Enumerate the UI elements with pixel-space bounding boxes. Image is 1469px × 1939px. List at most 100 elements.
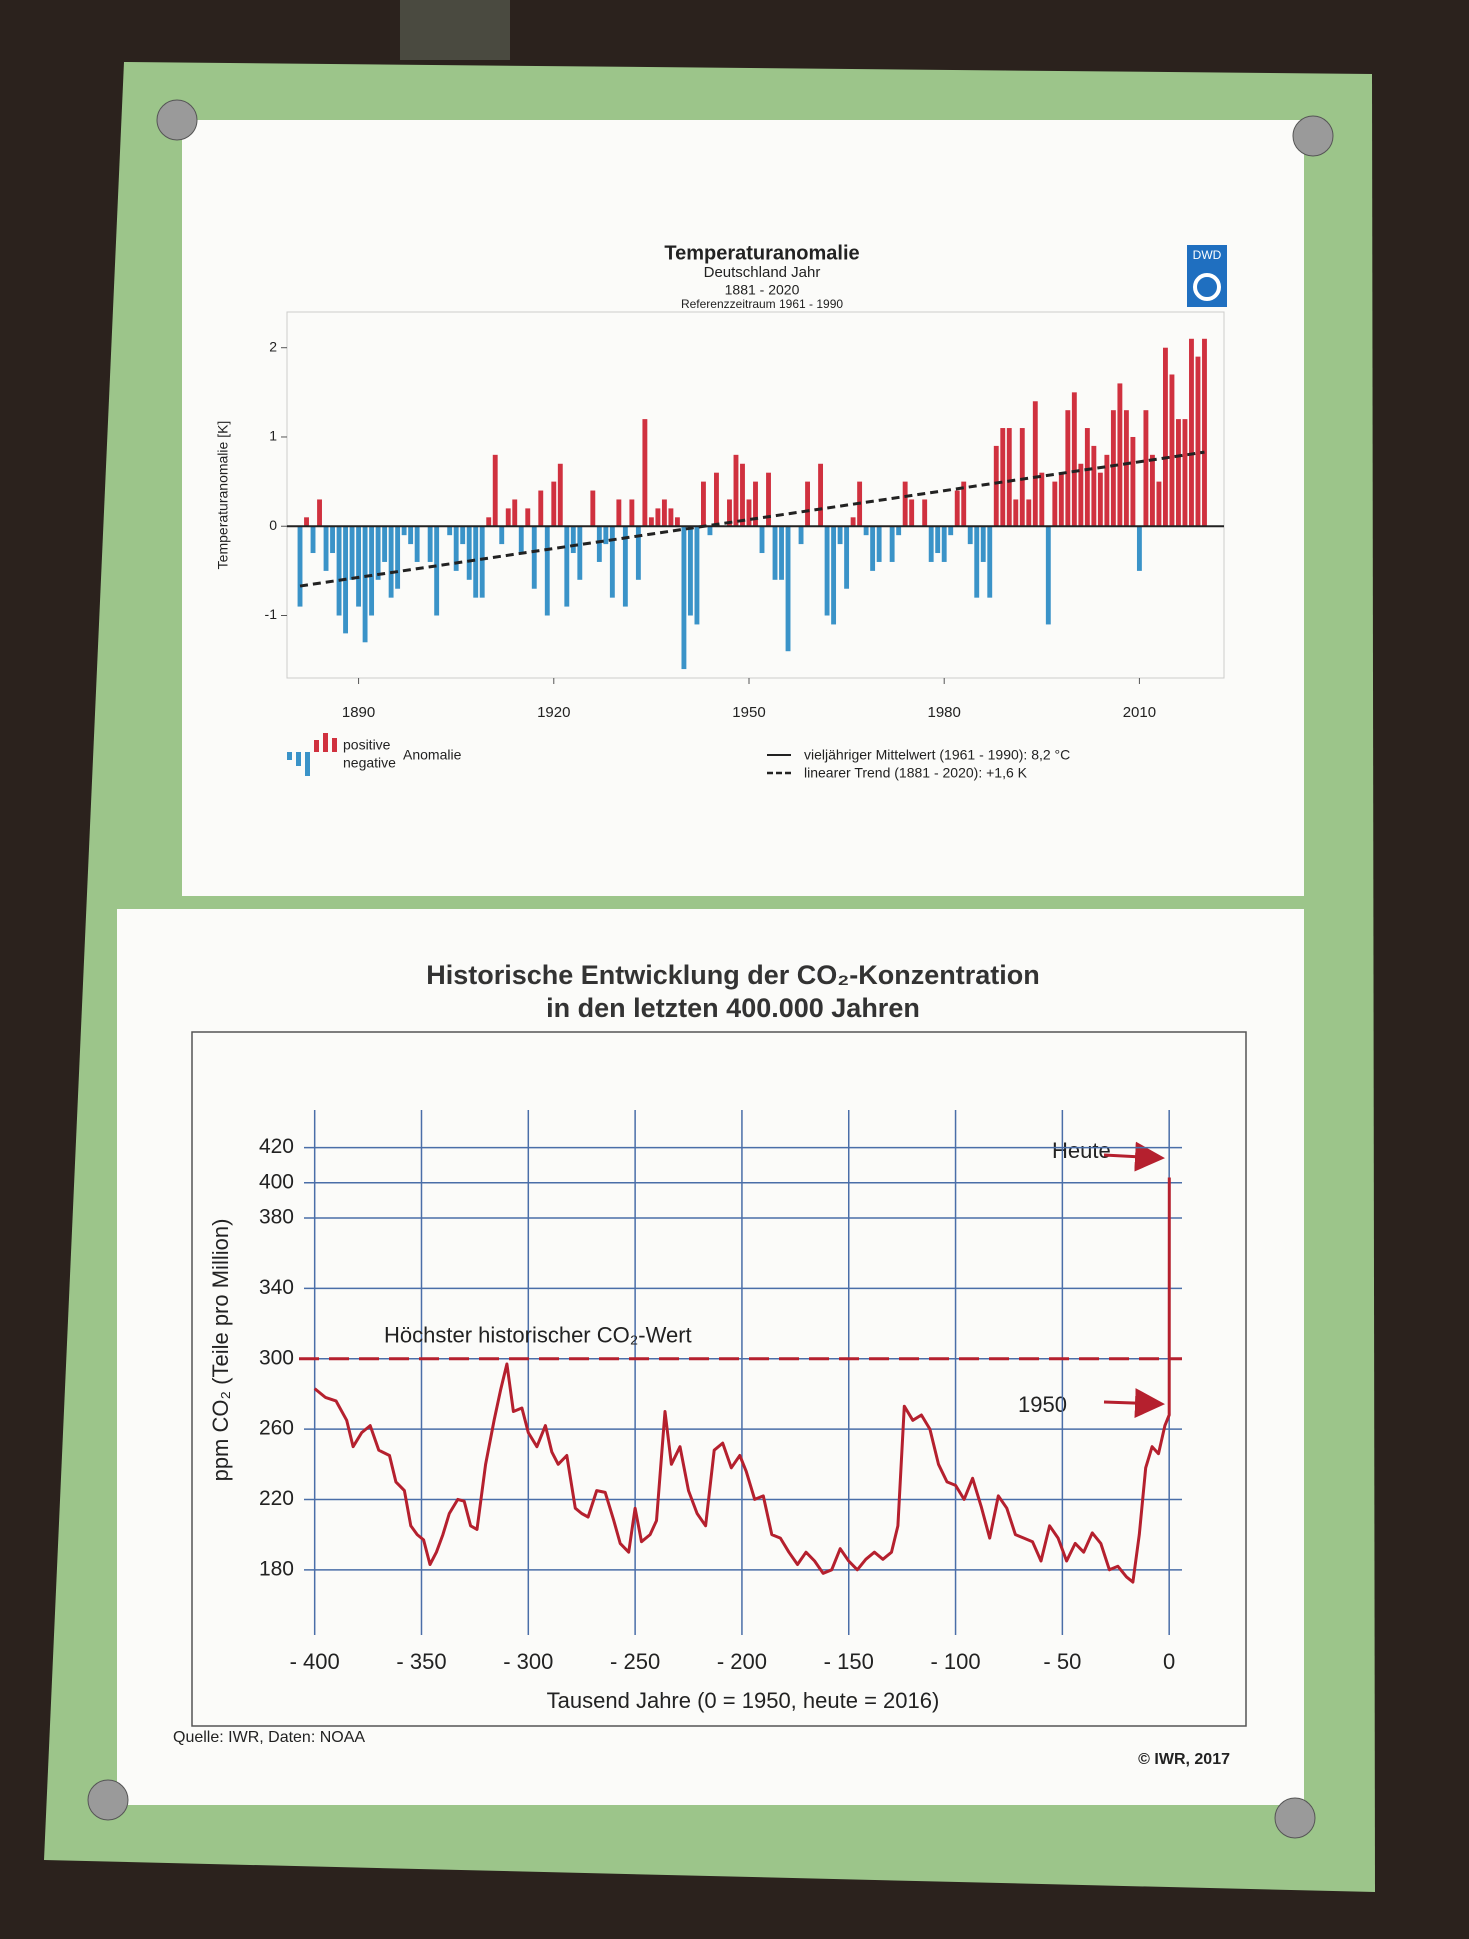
bar	[310, 526, 316, 554]
bar	[1104, 454, 1110, 527]
x-tick-label: - 300	[503, 1649, 553, 1674]
bar	[382, 526, 388, 562]
bar	[1026, 499, 1032, 527]
chart-subtitle: 1881 - 2020	[725, 282, 800, 298]
bar	[395, 526, 401, 589]
bar	[375, 526, 381, 580]
trend-line	[299, 450, 1205, 588]
bar	[661, 499, 667, 527]
legend-icon	[323, 733, 328, 752]
bar	[622, 526, 628, 607]
bar	[655, 508, 661, 527]
bar	[1156, 481, 1162, 527]
bar	[928, 526, 934, 562]
bar	[935, 526, 941, 554]
annotation-arrow	[1103, 1388, 1165, 1419]
bar	[753, 481, 758, 527]
bar	[740, 463, 745, 527]
bar	[687, 526, 693, 616]
bar	[1189, 338, 1194, 527]
bar	[1169, 374, 1175, 527]
bar	[1019, 428, 1025, 527]
legend-icon	[332, 738, 337, 752]
bar	[844, 526, 850, 589]
bar	[648, 517, 654, 527]
bar	[635, 526, 641, 580]
bar	[1110, 410, 1116, 527]
bar	[1065, 410, 1071, 527]
chart-title: Temperaturanomalie	[664, 242, 859, 264]
x-tick-label: 0	[1163, 1649, 1175, 1674]
bar	[766, 472, 771, 527]
bar	[863, 526, 869, 536]
bar	[818, 463, 824, 527]
bar	[1091, 445, 1097, 527]
legend-label: positive	[343, 737, 391, 753]
y-axis-label: ppm CO₂ (Teile pro Million)	[208, 1219, 233, 1482]
bar	[714, 472, 719, 527]
screw	[87, 1779, 129, 1821]
bar	[518, 526, 524, 554]
bar	[1130, 436, 1136, 527]
annotation-arrow	[1103, 1141, 1165, 1172]
bar	[1097, 472, 1103, 527]
bar	[1136, 526, 1142, 571]
copyright: © IWR, 2017	[1138, 1751, 1230, 1768]
y-tick-label: 400	[259, 1170, 294, 1193]
bar	[954, 490, 960, 527]
bar	[961, 481, 967, 527]
bar	[304, 517, 309, 527]
legend-icon	[305, 752, 310, 776]
bar	[805, 481, 810, 527]
y-tick-label: 260	[259, 1417, 294, 1440]
y-axis-label: Temperaturanomalie [K]	[215, 421, 231, 570]
bar	[499, 526, 505, 545]
x-tick-label: - 150	[824, 1649, 874, 1674]
bar	[616, 499, 622, 527]
y-tick-label: -1	[265, 606, 278, 622]
bar	[707, 526, 713, 536]
bar	[785, 526, 791, 652]
bar	[525, 508, 531, 527]
wood-knot	[400, 0, 510, 60]
bar	[1078, 463, 1084, 527]
bar	[460, 526, 466, 545]
bar	[434, 526, 440, 616]
bar	[486, 517, 492, 527]
bar	[967, 526, 973, 545]
bar	[1123, 410, 1129, 527]
x-tick-label: - 100	[930, 1649, 980, 1674]
screw	[1274, 1797, 1316, 1839]
x-tick-label: 1980	[928, 704, 961, 721]
bar	[668, 508, 674, 527]
bar	[870, 526, 876, 571]
bar	[369, 526, 375, 616]
y-tick-label: 0	[269, 517, 277, 533]
y-tick-label: 1	[269, 428, 277, 444]
bar	[531, 526, 537, 589]
bar	[733, 454, 739, 527]
y-tick-label: 380	[259, 1206, 294, 1229]
bar	[850, 517, 856, 527]
bar	[948, 526, 954, 536]
legend-label: negative	[343, 755, 396, 771]
bar	[831, 526, 837, 625]
bar	[629, 499, 635, 527]
bar	[694, 526, 700, 625]
bar	[889, 526, 895, 562]
bar	[1084, 428, 1090, 527]
annotation: Heute	[1052, 1138, 1111, 1163]
x-axis-label: Tausend Jahre (0 = 1950, heute = 2016)	[547, 1688, 940, 1713]
chart-subtitle: Referenzzeitraum 1961 - 1990	[681, 297, 843, 311]
bar	[473, 526, 479, 598]
bar	[837, 526, 843, 545]
reference-label: Höchster historischer CO₂-Wert	[384, 1323, 692, 1348]
bar	[349, 526, 355, 580]
chart-title: in den letzten 400.000 Jahren	[546, 993, 920, 1023]
bar	[505, 508, 511, 527]
bar	[1006, 428, 1012, 527]
bar	[993, 445, 999, 527]
bar	[544, 526, 550, 616]
